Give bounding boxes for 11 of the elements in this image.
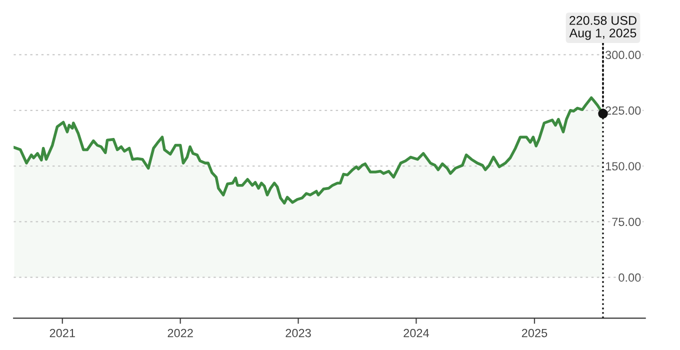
y-tick-label: 150.00 <box>606 162 641 170</box>
x-tick-label: 2021 <box>50 328 75 338</box>
x-tick-label: 2022 <box>168 328 193 338</box>
x-tick-label: 2025 <box>522 328 548 338</box>
y-tick-label: 75.00 <box>612 218 641 226</box>
y-tick-label: 0.00 <box>618 273 641 282</box>
y-tick-label: 225.00 <box>606 106 641 115</box>
x-tick-label: 2024 <box>404 328 430 338</box>
annotation: 220.58 USD Aug 1, 2025 <box>569 16 636 40</box>
y-tick-label: 300.00 <box>606 50 641 60</box>
x-tick-label: 2023 <box>286 328 311 338</box>
